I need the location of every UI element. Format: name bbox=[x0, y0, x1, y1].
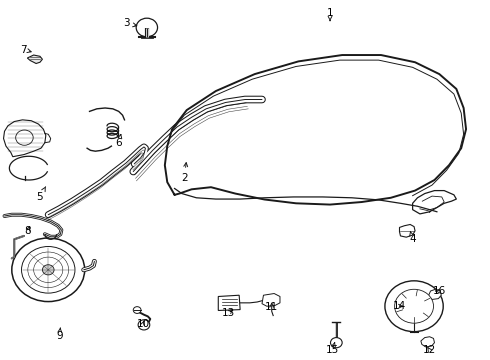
Text: 8: 8 bbox=[24, 226, 31, 236]
Circle shape bbox=[22, 247, 75, 293]
Text: 13: 13 bbox=[221, 309, 235, 319]
Text: 15: 15 bbox=[326, 342, 339, 355]
Circle shape bbox=[133, 307, 141, 314]
Polygon shape bbox=[218, 295, 240, 310]
Polygon shape bbox=[429, 289, 441, 300]
Text: 2: 2 bbox=[181, 163, 188, 183]
Text: 4: 4 bbox=[409, 231, 416, 244]
Text: 6: 6 bbox=[115, 134, 122, 148]
Text: 7: 7 bbox=[20, 45, 31, 54]
Text: 10: 10 bbox=[136, 319, 149, 329]
Text: 11: 11 bbox=[265, 302, 278, 312]
Text: 16: 16 bbox=[433, 286, 446, 296]
Circle shape bbox=[385, 281, 443, 332]
Text: 14: 14 bbox=[393, 301, 406, 311]
Polygon shape bbox=[3, 120, 46, 157]
Circle shape bbox=[331, 338, 342, 348]
Text: 12: 12 bbox=[423, 345, 436, 355]
Circle shape bbox=[16, 130, 33, 145]
Circle shape bbox=[136, 18, 158, 37]
Text: 1: 1 bbox=[327, 8, 333, 21]
Text: 3: 3 bbox=[122, 18, 137, 28]
Circle shape bbox=[394, 289, 434, 323]
Circle shape bbox=[138, 320, 150, 330]
Circle shape bbox=[43, 265, 54, 275]
Polygon shape bbox=[399, 225, 415, 237]
Circle shape bbox=[12, 238, 85, 302]
Polygon shape bbox=[27, 55, 43, 63]
Polygon shape bbox=[421, 337, 435, 347]
Text: 5: 5 bbox=[37, 187, 46, 202]
Text: 9: 9 bbox=[56, 328, 63, 341]
Polygon shape bbox=[262, 293, 280, 306]
